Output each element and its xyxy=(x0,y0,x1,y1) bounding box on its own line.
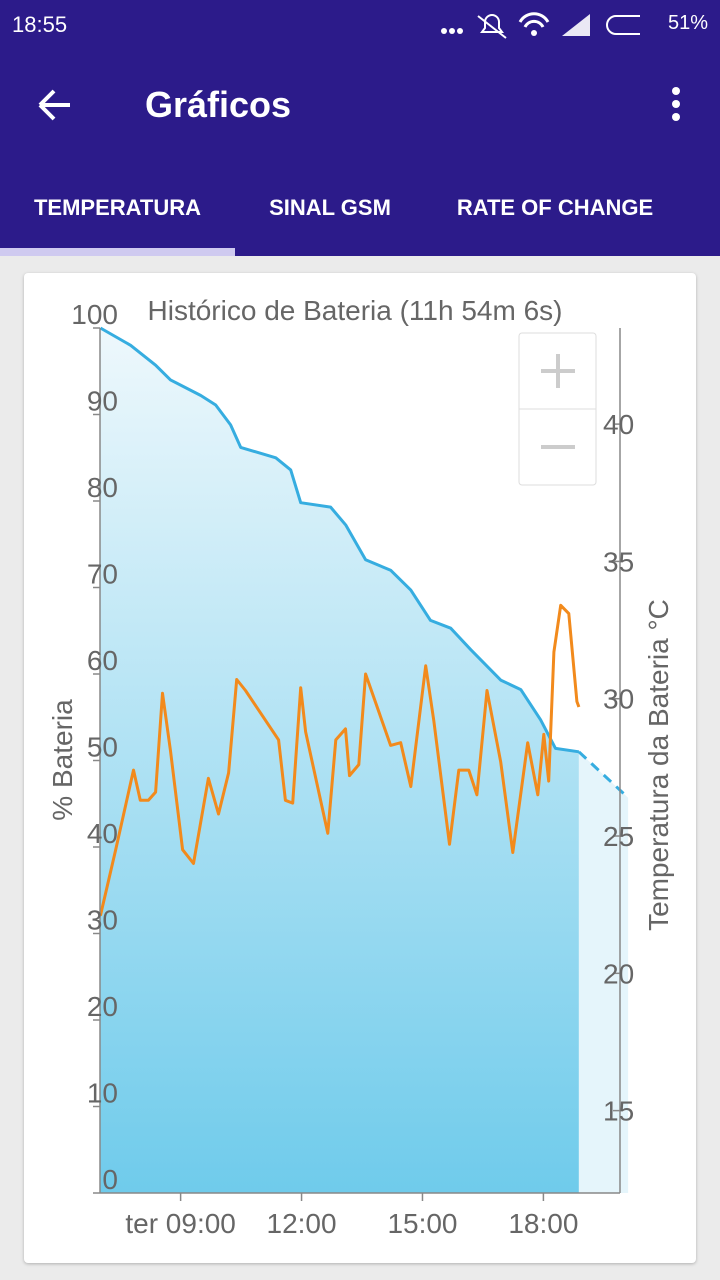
zoom-in[interactable] xyxy=(541,354,575,388)
tab[interactable]: SINAL GSM xyxy=(269,195,391,220)
series-line xyxy=(99,326,580,754)
x-tick-label: 18:00 xyxy=(508,1208,578,1239)
tab[interactable]: RATE OF CHANGE xyxy=(456,195,654,220)
y-tick-label: 70 xyxy=(87,559,118,590)
y-tick-label: 40 xyxy=(87,818,118,849)
y-tick-label: 20 xyxy=(87,991,118,1022)
area-fill xyxy=(578,751,629,1193)
y-tick-label: 90 xyxy=(87,386,118,417)
y2-tick-label: 30 xyxy=(603,684,634,715)
plot-area xyxy=(98,326,630,1193)
y-tick-label: 80 xyxy=(87,472,118,503)
back-button[interactable] xyxy=(36,86,76,126)
menu-button[interactable] xyxy=(666,86,686,126)
tab-bar: TEMPERATURA SINAL GSM RATE OF CHANGE xyxy=(0,160,685,256)
y-tick-label: 0 xyxy=(102,1164,118,1195)
y2-tick-label: 15 xyxy=(603,1096,634,1127)
y2-tick-label: 25 xyxy=(603,821,634,852)
y2-tick-label: 20 xyxy=(603,958,634,989)
status-time: 18:55 xyxy=(12,12,68,37)
x-tick-label: 12:00 xyxy=(267,1208,337,1239)
app-title: Gráficos xyxy=(145,84,292,125)
header: 18:55 51% Gráficos TEMPERATURA SINAL GSM… xyxy=(0,0,720,256)
status-icons xyxy=(441,12,640,39)
chart-title: Histórico de Bateria (11h 54m 6s) xyxy=(148,295,563,326)
status-battery: 51% xyxy=(667,12,708,34)
series-line xyxy=(98,603,581,917)
y-axis-label: % Bateria xyxy=(47,699,78,821)
x-tick-label: 15:00 xyxy=(387,1208,457,1239)
y-tick-label: 30 xyxy=(87,905,118,936)
y2-tick-label: 40 xyxy=(603,409,634,440)
y2-tick-label: 35 xyxy=(603,546,634,577)
tab[interactable]: TEMPERATURA xyxy=(0,160,235,256)
x-tick-label: ter 09:00 xyxy=(125,1208,236,1239)
y-tick-label: 10 xyxy=(87,1078,118,1109)
y-tick-label: 100 xyxy=(71,299,118,330)
y2-axis-label: Temperatura da Bateria °C xyxy=(643,599,674,931)
y-tick-label: 60 xyxy=(87,645,118,676)
y-tick-label: 50 xyxy=(87,732,118,763)
zoom-controls xyxy=(518,332,597,486)
area-fill xyxy=(100,328,579,1193)
